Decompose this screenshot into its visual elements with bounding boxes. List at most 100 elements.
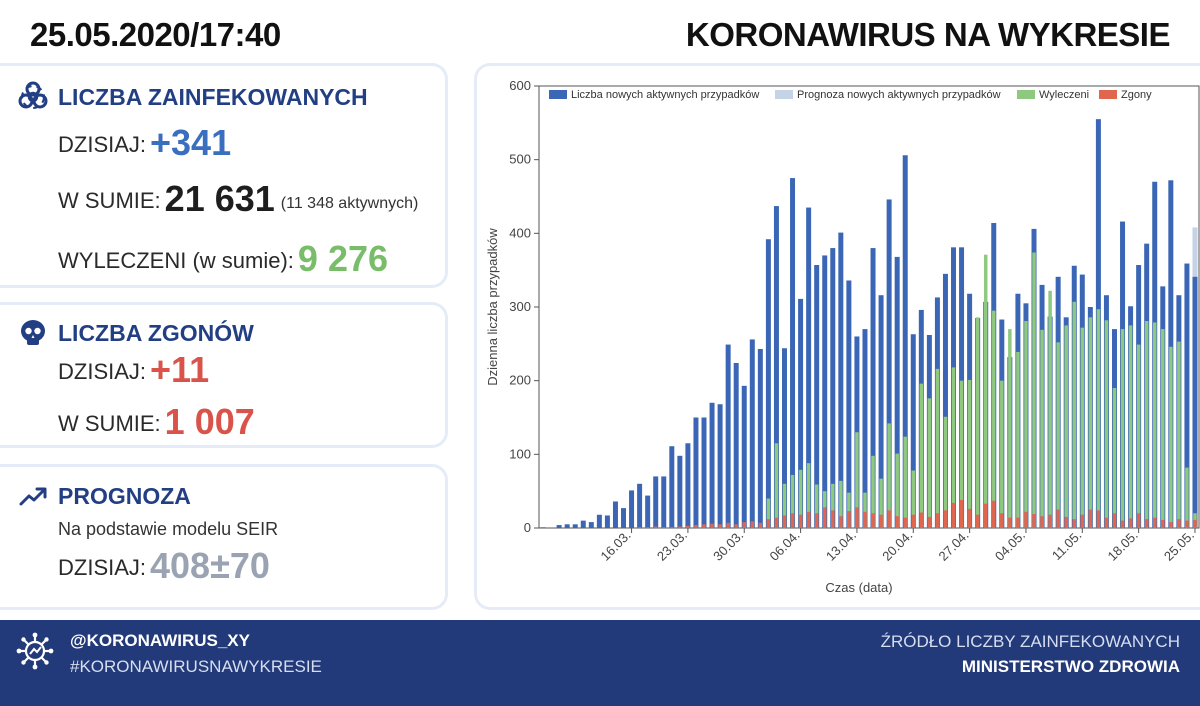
legend-swatch — [1099, 90, 1117, 99]
deaths-bar — [822, 507, 827, 528]
recovered-bar — [1080, 327, 1085, 528]
infected-today: DZISIAJ: +341 — [58, 122, 232, 163]
deaths-bar — [710, 523, 714, 528]
recovered-bar — [1056, 342, 1060, 528]
recovered-bar — [1096, 309, 1101, 528]
new-active-bar — [878, 295, 884, 528]
forecast-card: PROGNOZA Na podstawie modelu SEIR DZISIA… — [0, 464, 448, 610]
deaths-bar — [1008, 517, 1012, 528]
deaths-bar — [1161, 519, 1165, 528]
deaths-bar — [895, 516, 899, 528]
forecast-today-value: 408±70 — [150, 545, 270, 586]
deaths-bar — [863, 511, 867, 528]
new-active-bar — [580, 520, 586, 528]
deaths-bar — [927, 516, 932, 528]
recovered-bar — [1040, 329, 1044, 528]
new-active-bar — [894, 256, 900, 528]
new-active-bar — [621, 508, 627, 528]
deaths-bar — [1088, 509, 1093, 528]
recovered-bar — [967, 379, 972, 528]
recovered-bar — [992, 310, 996, 528]
deaths-bar — [662, 527, 666, 528]
x-tick-label: 04.05. — [992, 528, 1028, 564]
footer-handle: @KORONAWIRUS_XY — [70, 631, 250, 650]
deaths-bar — [645, 527, 650, 528]
recovered-bar — [959, 380, 964, 528]
new-active-bar — [661, 476, 667, 528]
y-tick-label: 100 — [509, 446, 531, 461]
legend-label: Zgony — [1121, 89, 1152, 101]
deaths-bar — [1152, 517, 1157, 528]
trend-up-icon — [16, 479, 50, 513]
deaths-today: DZISIAJ: +11 — [58, 349, 210, 390]
y-tick-label: 600 — [509, 78, 531, 93]
new-active-bar — [757, 348, 763, 528]
recovered-bar — [871, 455, 875, 528]
deaths-bar — [887, 510, 891, 528]
recovered-bar — [806, 463, 811, 528]
x-tick-label: 30.03. — [710, 528, 746, 564]
deaths-bar — [1136, 513, 1141, 528]
recovered-bar — [1144, 320, 1149, 528]
new-active-bar — [629, 490, 635, 528]
recovered-bar — [790, 474, 795, 528]
recovered-bar — [1088, 317, 1093, 528]
recovered-bar — [855, 432, 859, 528]
page-title: KORONAWIRUS NA WYKRESIE — [685, 16, 1171, 53]
virus-icon — [16, 632, 54, 670]
new-active-bar — [564, 524, 570, 528]
recovered-bar — [863, 492, 867, 528]
y-tick-label: 500 — [509, 152, 531, 167]
new-active-bar — [588, 522, 594, 528]
x-tick-label: 20.04. — [879, 528, 915, 564]
new-active-bar — [612, 501, 618, 528]
new-active-bar — [709, 402, 715, 528]
new-active-bar — [604, 515, 610, 528]
recovered-bar — [975, 317, 980, 528]
new-active-bar — [741, 385, 747, 528]
deaths-bar — [686, 525, 690, 528]
new-active-bar — [822, 255, 828, 528]
deaths-bar — [1000, 513, 1004, 528]
active-note: (11 348 aktywnych) — [280, 195, 419, 212]
legend-label: Wyleczeni — [1039, 89, 1089, 101]
recovered-bar — [774, 443, 779, 528]
deaths-bar — [670, 527, 674, 528]
recovered-bar — [943, 416, 948, 528]
recovered-bar — [927, 398, 932, 528]
footer: @KORONAWIRUS_XY #KORONAWIRUSNAWYKRESIE Ź… — [0, 620, 1200, 706]
new-active-bar — [645, 495, 651, 528]
new-active-bar — [637, 483, 643, 528]
deaths-bar — [653, 526, 658, 528]
deaths-bar — [742, 522, 746, 528]
recovered-bar — [1185, 467, 1189, 528]
new-active-bar — [942, 273, 948, 528]
footer-source-name: MINISTERSTWO ZDROWIA — [961, 657, 1180, 676]
deaths-bar — [1016, 517, 1020, 528]
deaths-bar — [678, 526, 682, 528]
deaths-bar — [847, 511, 851, 528]
deaths-bar — [814, 513, 819, 528]
recovered-bar — [919, 383, 924, 528]
deaths-bar — [919, 512, 924, 528]
x-tick-label: 06.04. — [767, 528, 803, 564]
deaths-total: W SUMIE: 1 007 — [58, 401, 255, 442]
new-active-bar — [653, 476, 659, 528]
recovered-bar — [1136, 344, 1141, 528]
deaths-bar — [1144, 519, 1149, 528]
recovered-bar — [1120, 329, 1125, 528]
recovered-bar — [1112, 388, 1117, 528]
infected-today-value: +341 — [150, 122, 232, 163]
deaths-bar — [855, 507, 859, 528]
new-active-bar — [886, 199, 892, 529]
deaths-bar — [734, 524, 738, 528]
recovered-bar — [911, 470, 916, 528]
recovered-bar — [1064, 325, 1068, 528]
new-active-bar — [725, 344, 731, 528]
recovered-bar — [1016, 351, 1020, 528]
recovered-bar — [1032, 252, 1036, 528]
deaths-bar — [879, 514, 883, 528]
recovered-bar — [839, 480, 843, 528]
deaths-bar — [1072, 519, 1076, 528]
recovered-bar — [1152, 322, 1157, 528]
